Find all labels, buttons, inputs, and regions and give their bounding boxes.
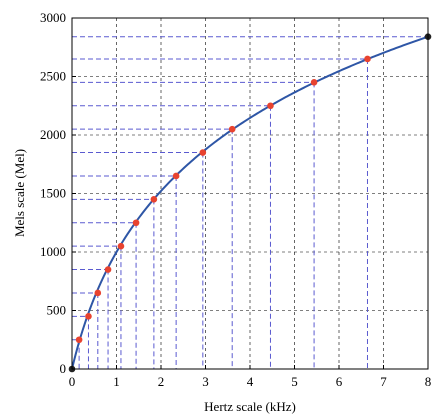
x-tick-label: 1	[113, 374, 120, 389]
data-point-red	[75, 336, 83, 344]
x-tick-label: 8	[425, 374, 432, 389]
y-tick-label: 2000	[40, 127, 66, 142]
data-point-red	[199, 149, 207, 156]
data-point-red	[117, 242, 125, 250]
x-tick-label: 2	[158, 374, 165, 389]
data-point-red	[364, 55, 371, 63]
data-point-red	[94, 289, 102, 297]
y-tick-label: 1000	[40, 244, 66, 259]
y-tick-label: 3000	[40, 10, 66, 25]
y-tick-label: 1500	[40, 186, 66, 201]
data-point-red	[228, 125, 236, 133]
x-axis-title: Hertz scale (kHz)	[204, 399, 296, 414]
marker-layer	[68, 33, 432, 373]
data-point-red	[85, 313, 92, 320]
data-point-red	[267, 102, 274, 110]
data-point-red	[132, 219, 140, 227]
x-tick-label: 0	[69, 374, 76, 389]
y-tick-label: 2500	[40, 69, 66, 84]
x-tick-label: 4	[247, 374, 254, 389]
data-point-red	[310, 79, 318, 86]
y-axis-title: Mels scale (Mel)	[12, 149, 27, 237]
y-tick-label: 0	[60, 361, 67, 376]
data-point-red	[150, 196, 158, 203]
axis-layer: 0 1 2 3 4 5 6 7 8 0 500 1000 1500 2000 2500 3000	[40, 10, 431, 389]
data-point-red	[104, 266, 112, 273]
y-tick-label: 500	[47, 303, 67, 318]
x-tick-label: 6	[336, 374, 343, 389]
x-tick-label: 3	[202, 374, 209, 389]
grid-layer	[72, 18, 428, 369]
x-tick-label: 5	[291, 374, 298, 389]
data-point-red	[172, 172, 180, 180]
x-tick-label: 7	[380, 374, 387, 389]
